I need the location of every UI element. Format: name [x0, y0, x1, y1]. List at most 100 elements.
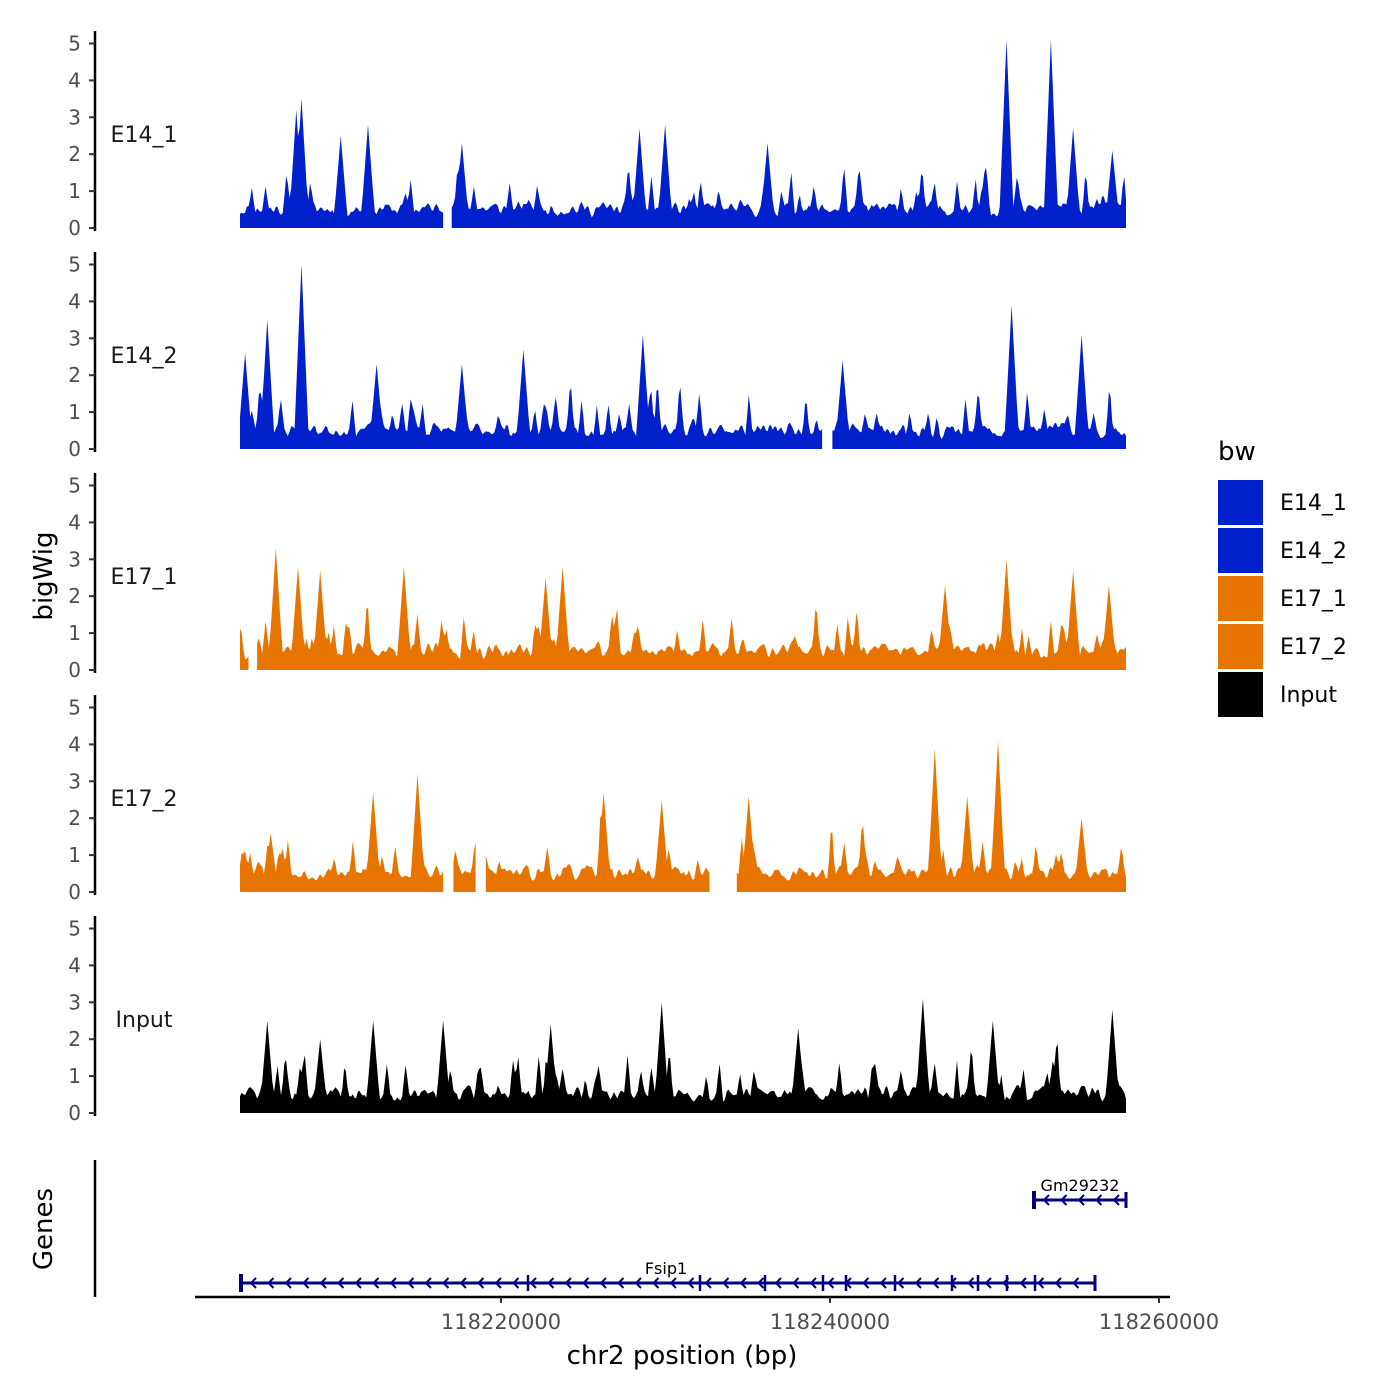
y-tick-label: 2: [68, 363, 81, 387]
y-tick-label: 4: [68, 68, 81, 92]
strand-arrow: [1072, 1277, 1080, 1289]
legend-swatch: [1218, 624, 1263, 669]
signal-area-e17-1: [240, 548, 1126, 670]
y-tick-label: 2: [68, 142, 81, 166]
strand-arrow: [862, 1277, 870, 1289]
strand-arrow: [879, 1277, 887, 1289]
y-tick-label: 2: [68, 806, 81, 830]
y-tick-label: 2: [68, 584, 81, 608]
strand-arrow: [914, 1277, 922, 1289]
legend-label: Input: [1280, 683, 1337, 708]
legend-swatch: [1218, 576, 1263, 621]
strand-arrow: [617, 1277, 625, 1289]
track-label: E17_1: [111, 565, 178, 590]
strand-arrow: [1054, 1277, 1062, 1289]
signal-area-e17-2: [240, 740, 1126, 892]
strand-arrow: [809, 1277, 817, 1289]
signal-area-e14-1: [240, 39, 1126, 228]
genes-title: Genes: [29, 1188, 59, 1270]
strand-arrow: [372, 1277, 380, 1289]
strand-arrow: [529, 1277, 537, 1289]
strand-arrow: [722, 1277, 730, 1289]
y-tick-label: 5: [68, 253, 81, 277]
y-tick-label: 1: [68, 843, 81, 867]
legend-title: bw: [1218, 437, 1256, 467]
y-tick-label: 4: [68, 510, 81, 534]
gene-label-gm29232: Gm29232: [1041, 1176, 1120, 1195]
y-tick-label: 5: [68, 474, 81, 498]
y-axis-title: bigWig: [29, 531, 59, 620]
strand-arrow: [582, 1277, 590, 1289]
strand-arrow: [967, 1277, 975, 1289]
strand-arrow: [477, 1277, 485, 1289]
strand-arrow: [827, 1277, 835, 1289]
strand-arrow: [564, 1277, 572, 1289]
strand-arrow: [932, 1277, 940, 1289]
y-tick-label: 0: [68, 1101, 81, 1125]
strand-arrow: [1112, 1194, 1120, 1206]
strand-arrow: [424, 1277, 432, 1289]
strand-arrow: [442, 1277, 450, 1289]
strand-arrow: [739, 1277, 747, 1289]
legend-label: E14_2: [1280, 539, 1347, 564]
strand-arrow: [1037, 1277, 1045, 1289]
y-tick-label: 3: [68, 990, 81, 1014]
strand-arrow: [302, 1277, 310, 1289]
y-tick-label: 4: [68, 289, 81, 313]
strand-arrow: [249, 1277, 257, 1289]
legend-label: E17_1: [1280, 587, 1347, 612]
track-label: Input: [116, 1008, 173, 1033]
x-tick-label: 118240000: [770, 1310, 890, 1334]
signal-area-input: [240, 998, 1126, 1113]
strand-arrow: [634, 1277, 642, 1289]
strand-arrow: [1042, 1194, 1050, 1206]
strand-arrow: [267, 1277, 275, 1289]
y-tick-label: 1: [68, 621, 81, 645]
y-tick-label: 4: [68, 953, 81, 977]
strand-arrow: [407, 1277, 415, 1289]
x-axis-title: chr2 position (bp): [567, 1341, 798, 1371]
strand-arrow: [669, 1277, 677, 1289]
legend-label: E14_1: [1280, 491, 1347, 516]
strand-arrow: [599, 1277, 607, 1289]
y-tick-label: 3: [68, 105, 81, 129]
y-tick-label: 1: [68, 179, 81, 203]
y-tick-label: 5: [68, 917, 81, 941]
strand-arrow: [1060, 1194, 1068, 1206]
track-label: E14_1: [111, 123, 178, 148]
x-tick-label: 118220000: [441, 1310, 561, 1334]
y-tick-label: 2: [68, 1027, 81, 1051]
strand-arrow: [319, 1277, 327, 1289]
y-tick-label: 1: [68, 400, 81, 424]
y-tick-label: 1: [68, 1064, 81, 1088]
track-label: E14_2: [111, 344, 178, 369]
strand-arrow: [512, 1277, 520, 1289]
strand-arrow: [459, 1277, 467, 1289]
y-tick-label: 0: [68, 658, 81, 682]
legend-swatch: [1218, 672, 1263, 717]
strand-arrow: [774, 1277, 782, 1289]
strand-arrow: [984, 1277, 992, 1289]
y-tick-label: 4: [68, 732, 81, 756]
strand-arrow: [494, 1277, 502, 1289]
strand-arrow: [547, 1277, 555, 1289]
y-tick-label: 3: [68, 326, 81, 350]
strand-arrow: [687, 1277, 695, 1289]
strand-arrow: [389, 1277, 397, 1289]
strand-arrow: [897, 1277, 905, 1289]
y-tick-label: 5: [68, 32, 81, 56]
strand-arrow: [792, 1277, 800, 1289]
strand-arrow: [652, 1277, 660, 1289]
strand-arrow: [757, 1277, 765, 1289]
strand-arrow: [284, 1277, 292, 1289]
strand-arrow: [337, 1277, 345, 1289]
strand-arrow: [704, 1277, 712, 1289]
y-tick-label: 0: [68, 880, 81, 904]
signal-area-e14-2: [240, 264, 1126, 449]
strand-arrow: [1019, 1277, 1027, 1289]
y-tick-label: 3: [68, 547, 81, 571]
track-label: E17_2: [111, 787, 178, 812]
strand-arrow: [1095, 1194, 1103, 1206]
strand-arrow: [354, 1277, 362, 1289]
x-tick-label: 118260000: [1099, 1310, 1219, 1334]
